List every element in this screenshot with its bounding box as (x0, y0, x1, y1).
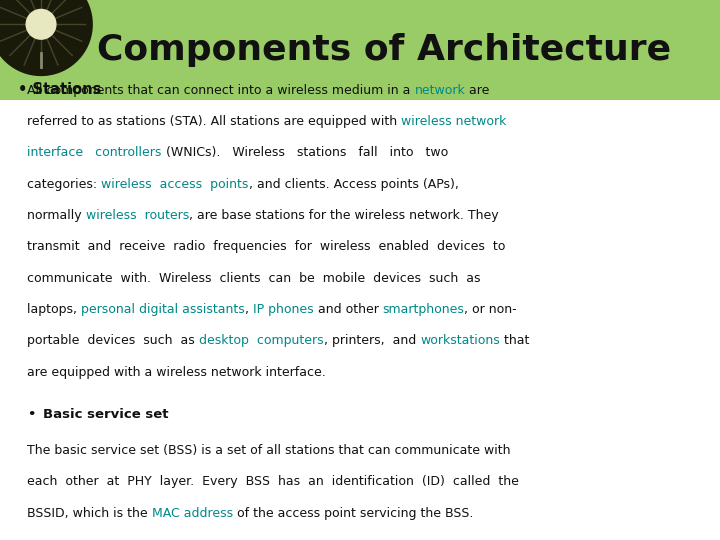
Text: IP phones: IP phones (253, 303, 314, 316)
Text: • Stations: • Stations (18, 82, 102, 97)
Text: , are base stations for the wireless network. They: , are base stations for the wireless net… (189, 209, 499, 222)
Text: The basic service set (BSS) is a set of all stations that can communicate with: The basic service set (BSS) is a set of … (27, 444, 511, 457)
Text: , printers,  and: , printers, and (324, 334, 420, 347)
Text: (WNICs).   Wireless   stations   fall   into   two: (WNICs). Wireless stations fall into two (162, 146, 448, 159)
Text: portable  devices  such  as: portable devices such as (27, 334, 199, 347)
Text: normally: normally (27, 209, 86, 222)
Text: each  other  at  PHY  layer.  Every  BSS  has  an  identification  (ID)  called : each other at PHY layer. Every BSS has a… (27, 475, 519, 488)
Text: , or non-: , or non- (464, 303, 517, 316)
Text: BSSID, which is the: BSSID, which is the (27, 507, 152, 519)
Text: MAC address: MAC address (152, 507, 233, 519)
Text: •: • (27, 408, 36, 421)
Text: and other: and other (314, 303, 382, 316)
Ellipse shape (25, 9, 57, 40)
Text: smartphones: smartphones (382, 303, 464, 316)
Text: are equipped with a wireless network interface.: are equipped with a wireless network int… (27, 366, 326, 379)
Text: Components of Architecture: Components of Architecture (97, 33, 671, 67)
Text: network: network (415, 84, 466, 97)
Text: communicate  with.  Wireless  clients  can  be  mobile  devices  such  as: communicate with. Wireless clients can b… (27, 272, 481, 285)
Text: , and clients. Access points (APs),: , and clients. Access points (APs), (249, 178, 459, 191)
Text: workstations: workstations (420, 334, 500, 347)
Polygon shape (0, 0, 93, 76)
Text: wireless  routers: wireless routers (86, 209, 189, 222)
Text: are: are (466, 84, 490, 97)
Text: transmit  and  receive  radio  frequencies  for  wireless  enabled  devices  to: transmit and receive radio frequencies f… (27, 240, 505, 253)
Text: Basic service set: Basic service set (43, 408, 168, 421)
Text: laptops,: laptops, (27, 303, 81, 316)
Text: wireless  access  points: wireless access points (102, 178, 249, 191)
Text: of the access point servicing the BSS.: of the access point servicing the BSS. (233, 507, 474, 519)
Text: that: that (500, 334, 529, 347)
Text: desktop  computers: desktop computers (199, 334, 324, 347)
Text: referred to as stations (STA). All stations are equipped with: referred to as stations (STA). All stati… (27, 115, 402, 128)
Text: personal digital assistants: personal digital assistants (81, 303, 245, 316)
Text: categories:: categories: (27, 178, 102, 191)
Text: All components that can connect into a wireless medium in a: All components that can connect into a w… (27, 84, 415, 97)
Text: interface   controllers: interface controllers (27, 146, 162, 159)
Text: ,: , (245, 303, 253, 316)
FancyBboxPatch shape (0, 0, 720, 100)
Text: wireless network: wireless network (402, 115, 507, 128)
